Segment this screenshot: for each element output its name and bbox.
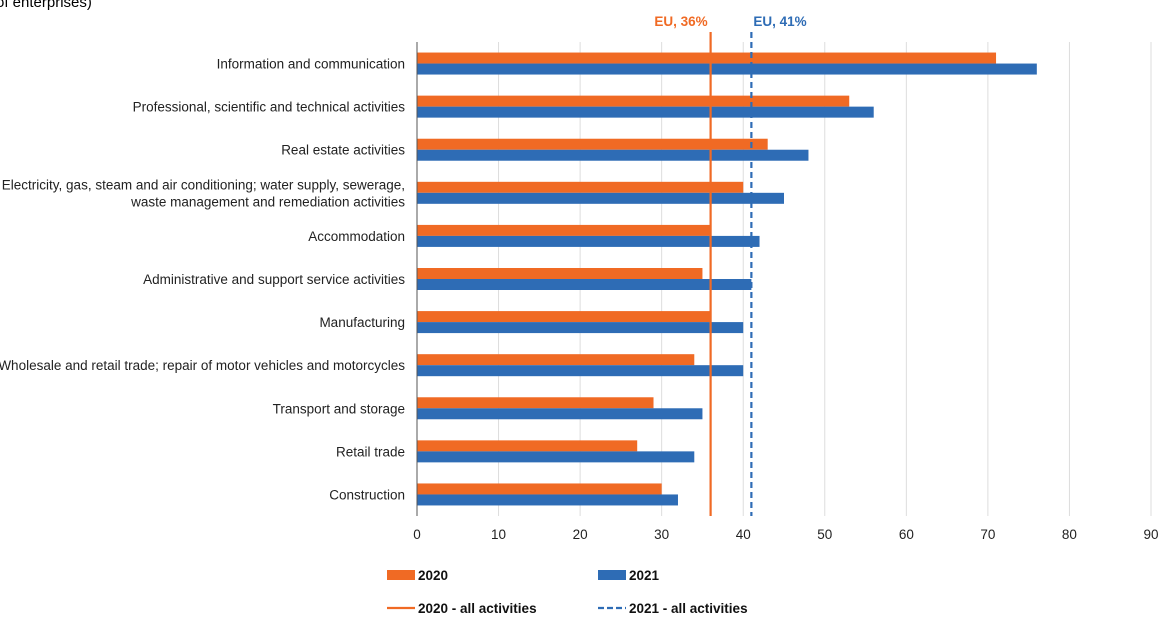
bar-2020-8 xyxy=(417,397,654,409)
legend-label-2: 2020 - all activities xyxy=(418,601,537,616)
bar-2021-10 xyxy=(417,494,678,506)
bar-2021-0 xyxy=(417,63,1037,75)
bar-2020-7 xyxy=(417,354,695,366)
x-tick-label: 90 xyxy=(1143,527,1158,542)
legend-label-0: 2020 xyxy=(418,568,448,583)
category-label: Retail trade xyxy=(336,444,405,459)
bar-2020-6 xyxy=(417,311,711,323)
bar-2020-2 xyxy=(417,138,768,150)
bar-2021-5 xyxy=(417,279,752,290)
category-label: Electricity, gas, steam and air conditio… xyxy=(2,177,405,209)
category-label: Professional, scientific and technical a… xyxy=(133,100,406,115)
category-label: Accommodation xyxy=(308,229,405,244)
category-label: Administrative and support service activ… xyxy=(143,272,405,287)
bar-2021-4 xyxy=(417,235,760,247)
legend-swatch-1 xyxy=(598,570,626,580)
bar-2020-0 xyxy=(417,52,997,64)
bar-2020-9 xyxy=(417,440,638,452)
x-tick-label: 80 xyxy=(1062,527,1077,542)
chart-subtitle: of enterprises) xyxy=(0,0,92,11)
bar-2021-8 xyxy=(417,408,703,420)
x-tick-label: 40 xyxy=(736,527,751,542)
bar-2021-3 xyxy=(417,192,784,204)
bar-2020-10 xyxy=(417,483,662,495)
x-tick-label: 20 xyxy=(573,527,588,542)
bar-2020-1 xyxy=(417,95,850,107)
x-tick-label: 30 xyxy=(654,527,669,542)
category-label: Manufacturing xyxy=(319,315,405,330)
reference-line-label-1: EU, 41% xyxy=(753,14,806,29)
legend-label-3: 2021 - all activities xyxy=(629,601,748,616)
bar-2021-2 xyxy=(417,149,809,161)
legend-swatch-0 xyxy=(387,570,415,580)
bar-2021-9 xyxy=(417,451,695,463)
x-tick-label: 10 xyxy=(491,527,506,542)
category-label: Wholesale and retail trade; repair of mo… xyxy=(0,358,405,373)
category-label: Information and communication xyxy=(217,57,405,72)
bar-2020-4 xyxy=(417,224,711,236)
category-label: Real estate activities xyxy=(281,143,405,158)
category-label: Construction xyxy=(329,487,405,502)
category-label: Transport and storage xyxy=(273,401,405,416)
x-tick-label: 70 xyxy=(980,527,995,542)
legend-label-1: 2021 xyxy=(629,568,660,583)
bar-2021-6 xyxy=(417,322,744,334)
bar-2020-3 xyxy=(417,181,744,193)
bar-2020-5 xyxy=(417,268,703,279)
bar-2021-7 xyxy=(417,365,744,377)
x-tick-label: 0 xyxy=(413,527,421,542)
x-tick-label: 60 xyxy=(899,527,914,542)
x-tick-label: 50 xyxy=(817,527,832,542)
bar-2021-1 xyxy=(417,106,874,118)
reference-line-label-0: EU, 36% xyxy=(654,14,707,29)
